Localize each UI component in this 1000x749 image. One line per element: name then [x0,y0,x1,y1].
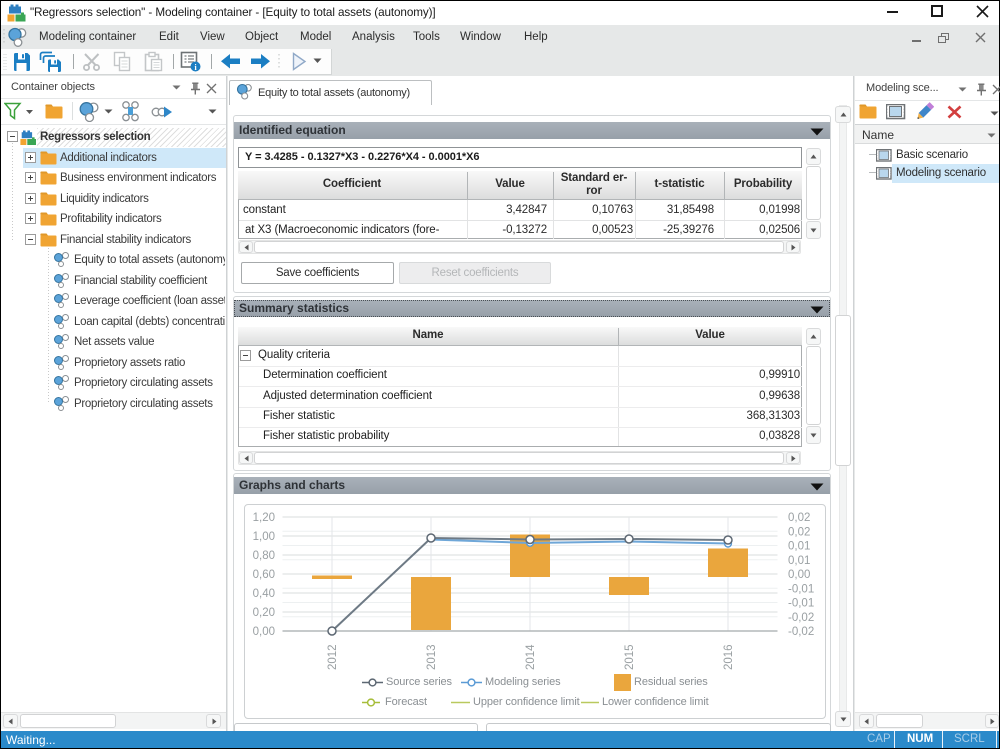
svg-text:-0,02: -0,02 [788,626,814,638]
svg-text:0,60: 0,60 [253,569,275,581]
svg-text:0,40: 0,40 [253,588,275,600]
svg-text:2016: 2016 [723,644,735,670]
svg-text:0,80: 0,80 [253,550,275,562]
svg-text:0,02: 0,02 [788,512,810,524]
svg-text:0,00: 0,00 [788,569,810,581]
svg-text:0,20: 0,20 [253,607,275,619]
svg-text:-0,01: -0,01 [788,598,814,610]
svg-text:i: i [194,62,197,72]
svg-text:0,01: 0,01 [788,541,810,553]
svg-text:2014: 2014 [525,644,537,670]
svg-text:1,20: 1,20 [253,512,275,524]
svg-text:0,02: 0,02 [788,526,810,538]
svg-text:2015: 2015 [624,644,636,670]
svg-text:0,00: 0,00 [253,626,275,638]
svg-text:2012: 2012 [327,644,339,670]
svg-text:0,01: 0,01 [788,555,810,567]
svg-text:2013: 2013 [426,644,438,670]
svg-text:-0,01: -0,01 [788,583,814,595]
svg-text:1,00: 1,00 [253,531,275,543]
svg-text:-0,02: -0,02 [788,612,814,624]
